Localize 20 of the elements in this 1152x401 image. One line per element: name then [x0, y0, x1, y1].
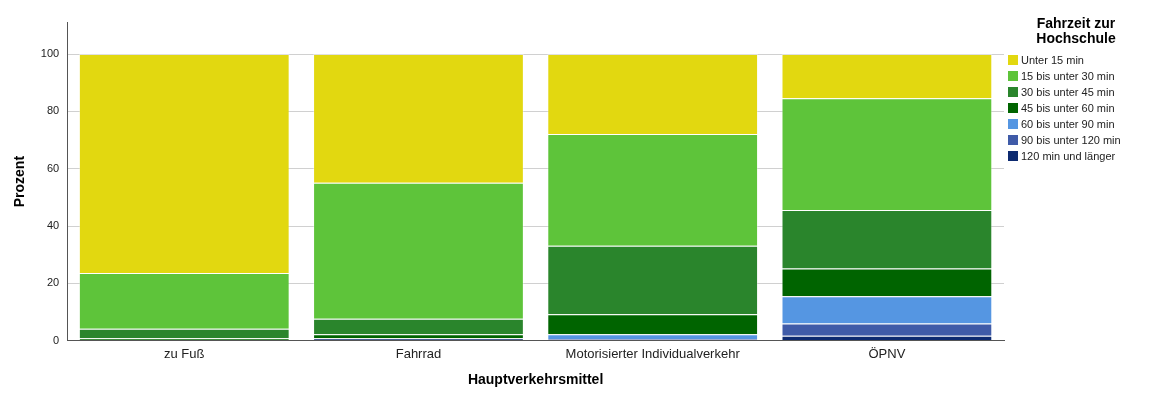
x-tick-label: Motorisierter Individualverkehr	[565, 345, 741, 361]
y-axis-title: Prozent	[11, 155, 28, 208]
x-tick-label: ÖPNV	[868, 345, 906, 361]
legend-label: 90 bis unter 120 min	[1021, 134, 1121, 146]
y-tick-label: 80	[46, 104, 60, 117]
legend-label: 120 min und länger	[1021, 150, 1116, 162]
legend-label: 45 bis unter 60 min	[1021, 102, 1115, 114]
y-tick-label: 40	[46, 219, 60, 232]
x-tick-label: Fahrrad	[395, 345, 442, 361]
y-tick-label: 20	[46, 276, 60, 289]
x-axis-title: Hauptverkehrsmittel	[467, 371, 604, 388]
legend-title: Fahrzeit zur Hochschule	[1035, 15, 1117, 46]
y-tick-label: 60	[46, 161, 60, 174]
legend-label: 30 bis unter 45 min	[1021, 86, 1115, 98]
y-tick-label: 100	[40, 47, 60, 60]
legend-label: 15 bis unter 30 min	[1021, 70, 1115, 82]
legend-label: Unter 15 min	[1021, 54, 1084, 66]
y-tick-label: 0	[53, 333, 60, 346]
legend-label: 60 bis unter 90 min	[1021, 118, 1115, 130]
x-tick-label: zu Fuß	[164, 345, 205, 361]
